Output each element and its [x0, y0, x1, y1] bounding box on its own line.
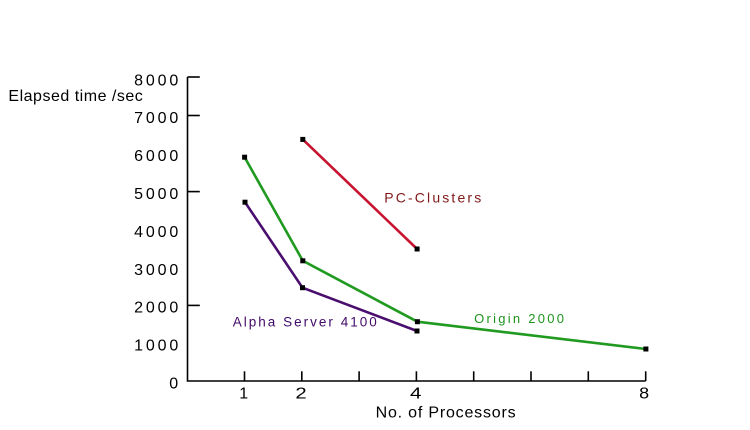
svg-text:Origin 2000: Origin 2000: [474, 311, 564, 326]
svg-text:4: 4: [410, 385, 422, 402]
svg-text:Alpha Server 4100: Alpha Server 4100: [233, 314, 377, 329]
svg-text:PC-Clusters: PC-Clusters: [384, 190, 481, 206]
svg-text:8: 8: [639, 385, 649, 402]
svg-text:2: 2: [295, 385, 306, 402]
svg-text:0: 0: [169, 376, 178, 393]
svg-text:1: 1: [239, 385, 248, 402]
svg-text:Elapsed time /sec: Elapsed time /sec: [8, 88, 142, 105]
svg-text:No. of Processors: No. of Processors: [376, 404, 516, 421]
